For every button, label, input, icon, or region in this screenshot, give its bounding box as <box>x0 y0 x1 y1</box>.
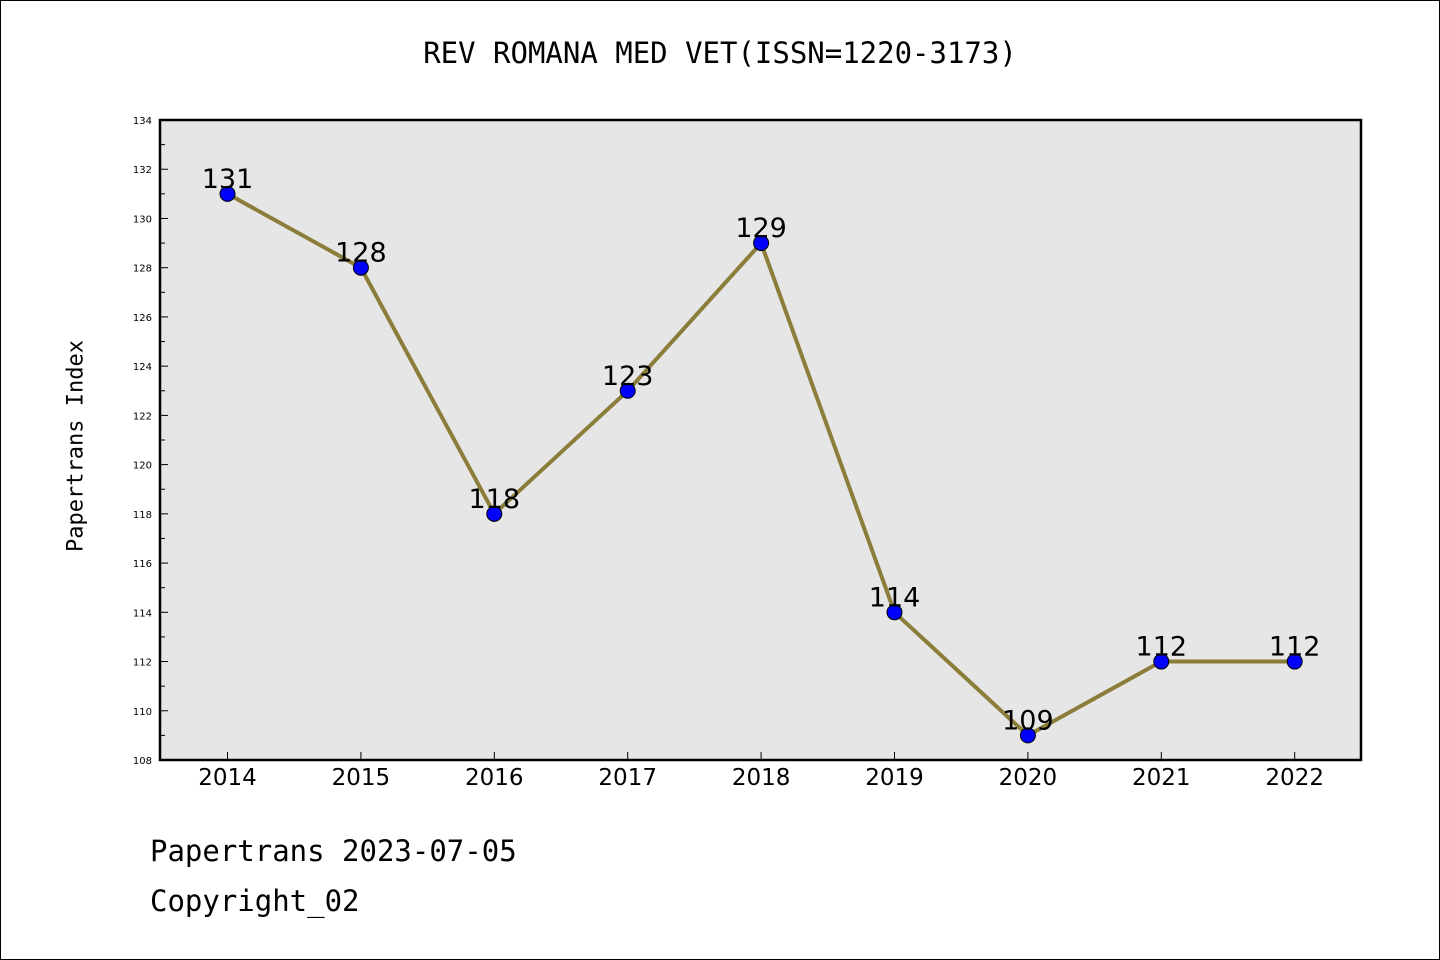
y-tick-label: 124 <box>133 362 152 373</box>
y-tick-label: 122 <box>133 411 152 422</box>
chart-title: REV ROMANA MED VET(ISSN=1220-3173) <box>423 36 1017 70</box>
data-point <box>886 604 903 621</box>
x-tick-label: 2017 <box>598 765 657 791</box>
x-tick-label: 2014 <box>198 765 257 791</box>
x-tick-label: 2015 <box>332 765 391 791</box>
x-tick-label: 2022 <box>1265 765 1324 791</box>
data-label: 128 <box>335 238 387 269</box>
data-point <box>1286 653 1303 670</box>
footer-copyright: Copyright_02 <box>150 884 360 918</box>
y-tick-label: 112 <box>133 658 152 669</box>
x-tick-label: 2016 <box>465 765 524 791</box>
data-point <box>1153 653 1170 670</box>
data-label: 114 <box>869 582 921 613</box>
data-label: 112 <box>1136 632 1188 663</box>
data-label: 131 <box>202 164 254 195</box>
data-label: 118 <box>469 484 521 515</box>
data-point <box>352 259 369 276</box>
data-point <box>219 185 236 202</box>
footer-date: Papertrans 2023-07-05 <box>150 834 517 868</box>
y-tick-label: 118 <box>133 510 152 521</box>
x-tick-label: 2020 <box>999 765 1058 791</box>
y-tick-label: 126 <box>133 313 152 324</box>
data-point <box>486 505 503 522</box>
y-tick-label: 128 <box>133 264 152 275</box>
y-tick-label: 114 <box>133 608 152 619</box>
y-tick-label: 134 <box>133 116 152 127</box>
x-tick-label: 2021 <box>1132 765 1191 791</box>
data-point <box>619 382 636 399</box>
data-label: 129 <box>735 213 787 244</box>
data-point <box>1019 727 1036 744</box>
data-point <box>753 235 770 252</box>
data-label: 109 <box>1002 705 1054 736</box>
data-label: 112 <box>1269 632 1321 663</box>
plot-border <box>158 118 1363 762</box>
x-tick-label: 2019 <box>865 765 924 791</box>
y-tick-label: 108 <box>133 756 152 767</box>
y-tick-label: 110 <box>133 707 152 718</box>
y-tick-label: 116 <box>133 559 152 570</box>
y-tick-label: 130 <box>133 214 152 225</box>
x-tick-label: 2018 <box>732 765 791 791</box>
y-tick-label: 120 <box>133 461 152 472</box>
y-tick-label: 132 <box>133 165 152 176</box>
data-label: 123 <box>602 361 654 392</box>
plot-area <box>160 120 1361 760</box>
